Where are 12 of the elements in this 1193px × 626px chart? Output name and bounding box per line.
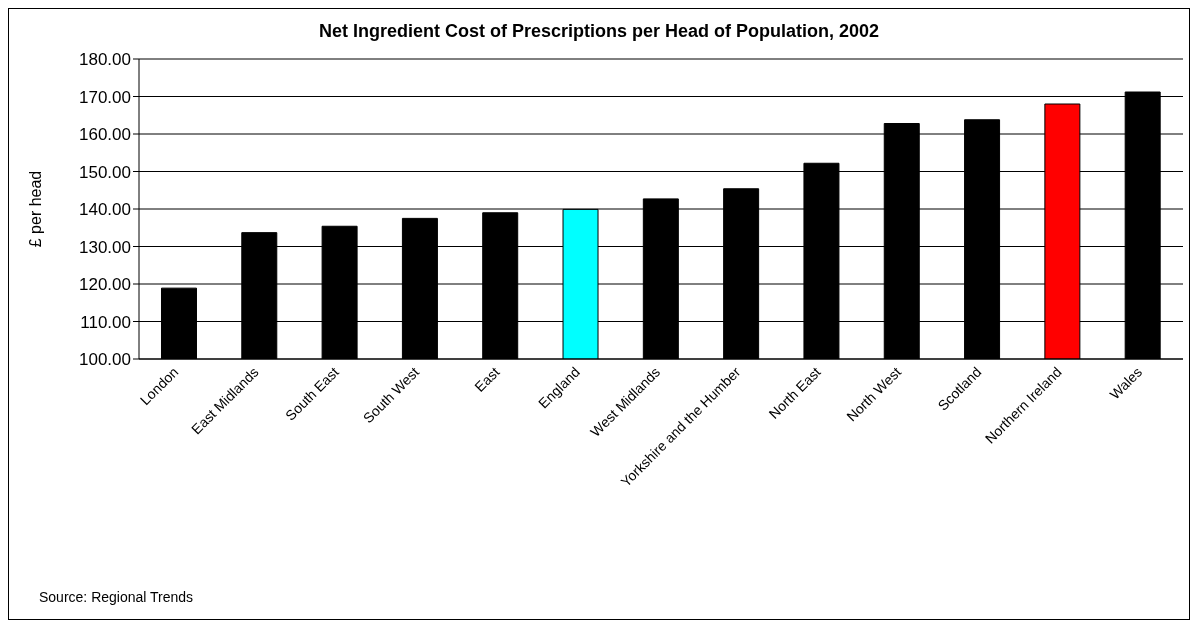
y-tick-label: 100.00 bbox=[79, 350, 131, 370]
y-tick-label: 150.00 bbox=[79, 162, 131, 182]
y-tick-label: 130.00 bbox=[79, 237, 131, 257]
y-tick-label: 170.00 bbox=[79, 87, 131, 107]
y-tick-label: 140.00 bbox=[79, 200, 131, 220]
y-axis-title: £ per head bbox=[26, 170, 44, 248]
chart-title: Net Ingredient Cost of Prescriptions per Head of Population, 2002 bbox=[317, 21, 881, 42]
source-note: Source: Regional Trends bbox=[39, 589, 194, 605]
y-tick-label: 120.00 bbox=[79, 275, 131, 295]
y-tick-label: 180.00 bbox=[79, 50, 131, 70]
y-tick-label: 160.00 bbox=[79, 125, 131, 145]
y-tick-label: 110.00 bbox=[80, 312, 131, 332]
